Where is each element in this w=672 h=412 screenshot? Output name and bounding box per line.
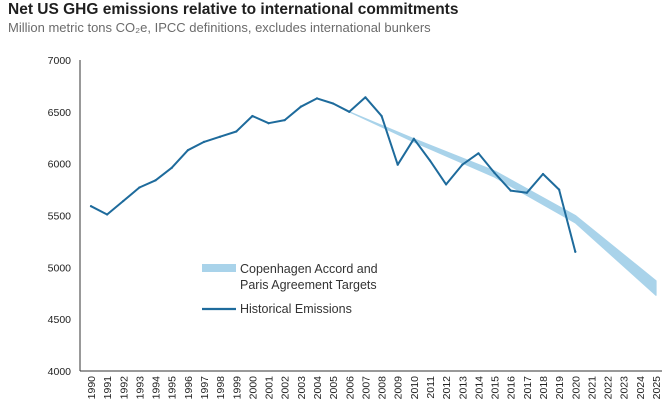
legend-label-historical: Historical Emissions	[240, 302, 352, 316]
x-tick-label: 2004	[312, 376, 324, 400]
chart-title: Net US GHG emissions relative to interna…	[8, 1, 459, 18]
historical-point	[106, 213, 109, 216]
historical-point	[541, 172, 545, 176]
x-tick-label: 2009	[393, 376, 405, 400]
historical-point	[396, 163, 399, 166]
legend-swatch-targets	[202, 264, 236, 272]
y-tick-label: 5000	[48, 262, 72, 274]
historical-point	[364, 96, 367, 99]
legend-label-targets-line1: Copenhagen Accord and	[240, 262, 378, 276]
x-tick-label: 2003	[296, 376, 308, 400]
historical-point	[509, 189, 512, 192]
historical-point	[493, 171, 496, 175]
x-tick-label: 1998	[215, 376, 227, 400]
historical-point	[122, 199, 125, 203]
x-tick-label: 2010	[409, 376, 421, 400]
x-tick-label: 2018	[538, 376, 550, 400]
y-tick-label: 6500	[48, 107, 72, 119]
x-tick-label: 2022	[603, 376, 615, 400]
x-tick-label: 2011	[425, 376, 437, 399]
historical-point	[299, 105, 302, 108]
x-tick-label: 2006	[344, 376, 356, 400]
y-tick-label: 6000	[48, 159, 72, 171]
x-tick-label: 2007	[360, 376, 372, 400]
y-tick-label: 4500	[48, 314, 72, 326]
x-tick-label: 1993	[134, 376, 146, 400]
x-tick-label: 1995	[167, 376, 179, 400]
x-tick-label: 2025	[651, 376, 663, 400]
historical-point	[202, 140, 206, 143]
historical-point	[477, 152, 480, 155]
historical-point	[445, 183, 448, 186]
x-tick-label: 2017	[522, 376, 534, 400]
historical-layer	[89, 96, 577, 253]
historical-point	[348, 110, 351, 113]
historical-point	[428, 159, 432, 162]
target-band	[348, 111, 657, 296]
historical-point	[138, 186, 141, 189]
y-tick-label: 7000	[48, 55, 72, 67]
x-tick-label: 1994	[151, 376, 163, 400]
x-tick-label: 1992	[118, 376, 130, 400]
historical-point	[315, 97, 319, 100]
x-tick-label: 2000	[247, 376, 259, 400]
x-tick-label: 2021	[586, 376, 598, 400]
x-tick-label: 1991	[102, 376, 114, 400]
historical-point	[574, 250, 577, 253]
historical-point	[89, 205, 93, 208]
x-tick-labels: 1990 1991 1992 1993 1994 1995 1996 1997 1998 1999…	[86, 376, 663, 400]
x-tick-label: 2014	[473, 376, 485, 400]
historical-point	[461, 163, 464, 166]
y-tick-label: 5500	[48, 211, 72, 223]
x-tick-label: 1996	[183, 376, 195, 400]
chart-subtitle: Million metric tons CO₂e, IPCC definitio…	[8, 20, 431, 35]
historical-point	[525, 191, 528, 194]
historical-point	[332, 102, 335, 105]
x-tick-label: 1997	[199, 376, 211, 400]
x-tick-label: 1999	[231, 376, 243, 400]
legend: Copenhagen Accord and Paris Agreement Ta…	[202, 262, 378, 316]
historical-emissions-line	[90, 96, 577, 253]
historical-point	[412, 137, 415, 140]
x-tick-label: 2008	[377, 376, 389, 400]
historical-point	[186, 149, 189, 152]
x-tick-label: 2013	[457, 376, 469, 400]
x-tick-label: 2005	[328, 376, 340, 400]
y-tick-label: 4000	[48, 366, 72, 378]
historical-point	[170, 166, 173, 169]
y-tick-labels: 4000 4500 5000 5500 6000 6500 7000	[48, 55, 72, 378]
historical-point	[154, 179, 157, 182]
x-tick-label: 2019	[554, 376, 566, 400]
target-band-layer	[348, 111, 657, 296]
x-tick-label: 2015	[490, 376, 502, 400]
x-tick-label: 2024	[635, 376, 647, 400]
x-tick-label: 2002	[280, 376, 292, 400]
legend-label-targets-line2: Paris Agreement Targets	[240, 278, 377, 292]
historical-point	[219, 135, 222, 138]
historical-point	[267, 122, 270, 125]
x-tick-label: 2001	[264, 376, 276, 400]
x-tick-label: 2012	[441, 376, 453, 400]
historical-point	[235, 130, 238, 133]
historical-point	[251, 114, 254, 118]
historical-point	[380, 114, 383, 118]
x-tick-label: 2020	[570, 376, 582, 400]
x-tick-label: 2023	[619, 376, 631, 400]
historical-point	[558, 188, 561, 191]
x-tick-label: 2016	[506, 376, 518, 400]
x-tick-label: 1990	[86, 376, 98, 400]
historical-point	[283, 119, 286, 122]
